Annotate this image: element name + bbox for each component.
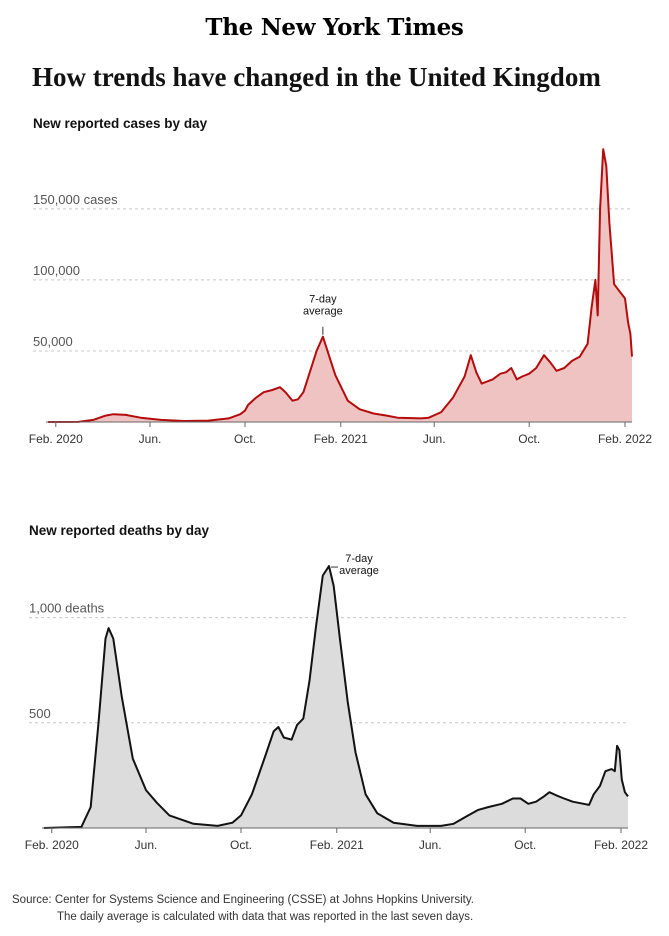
deaths-chart: 500 1,000 deaths Feb. 2020 Jun. Oct. Feb. 202… [25,553,649,852]
method-note: The daily average is calculated with dat… [57,911,474,923]
deaths-series-line [43,565,629,829]
cases-chart-title: New reported cases by day [33,116,208,131]
deaths-x-tick-label: Feb. 2022 [594,838,648,852]
deaths-x-tick-label: Jun. [135,838,158,852]
masthead-logo: The New York Times [205,14,464,41]
deaths-area [44,566,628,828]
deaths-chart-title: New reported deaths by day [29,523,210,538]
deaths-x-tick-label: Jun. [419,838,442,852]
cases-area [48,149,632,422]
deaths-annotation-label: 7-day [345,553,373,565]
cases-x-tick-label: Oct. [234,432,256,446]
deaths-x-tick-label: Feb. 2021 [310,838,364,852]
cases-series-line [47,148,633,423]
deaths-x-tick-label: Feb. 2020 [25,838,79,852]
cases-y-tick-label: 50,000 [33,334,73,349]
cases-chart: 50,000 100,000 150,000 cases Feb. 2020 Jun. O… [29,148,652,446]
cases-x-tick-label: Feb. 2021 [314,432,368,446]
cases-x-tick-label: Jun. [139,432,162,446]
deaths-y-tick-label: 500 [29,706,51,721]
cases-annotation-label: average [303,306,343,318]
deaths-x-tick-label: Oct. [514,838,536,852]
page-title: How trends have changed in the United Ki… [32,62,601,92]
cases-x-tick-label: Oct. [518,432,540,446]
cases-annotation-label: 7-day [309,294,337,306]
deaths-y-tick-label: 1,000 deaths [29,601,105,616]
deaths-x-tick-label: Oct. [230,838,252,852]
cases-x-tick-label: Jun. [423,432,446,446]
cases-y-tick-label: 100,000 [33,263,80,278]
source-line: Source: Center for Systems Science and E… [12,894,474,906]
cases-x-tick-label: Feb. 2020 [29,432,83,446]
deaths-annotation-label: average [339,565,379,577]
cases-y-tick-label: 150,000 cases [33,192,118,207]
cases-x-tick-label: Feb. 2022 [598,432,652,446]
source-note: Source: Center for Systems Science and E… [12,892,474,926]
